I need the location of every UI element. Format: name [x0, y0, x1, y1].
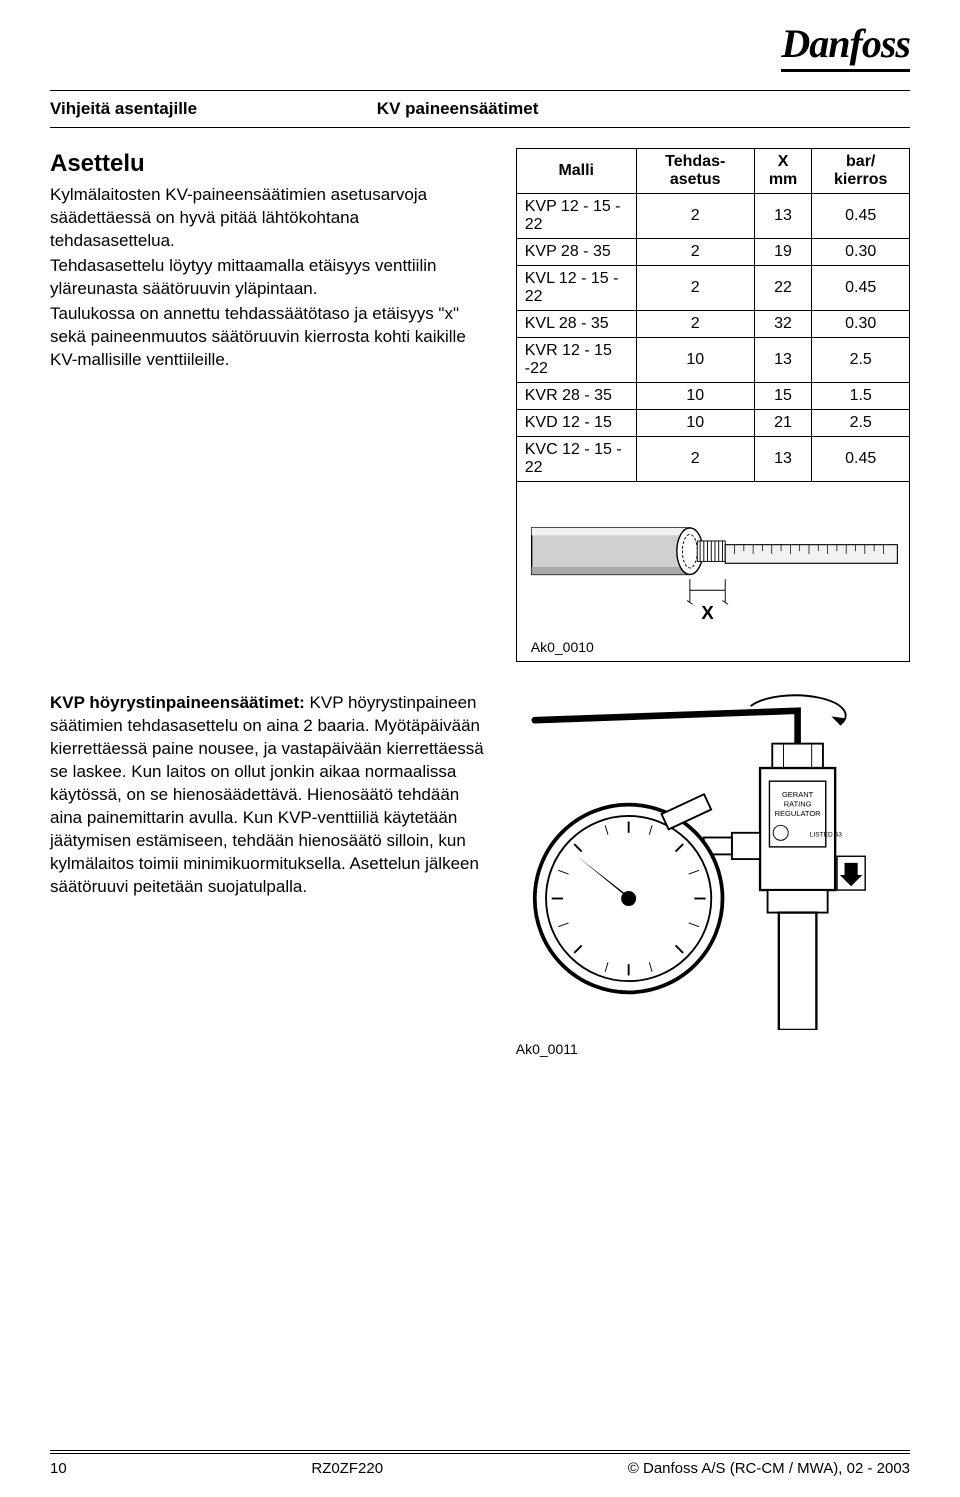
figure-caption: Ak0_0010	[527, 635, 899, 655]
table-header: Tehdas-asetus	[636, 149, 754, 194]
table-cell: 2	[636, 239, 754, 266]
figure-caption: Ak0_0011	[516, 1041, 910, 1057]
table-cell: 2.5	[812, 338, 910, 383]
ruler-diagram: X Ak0_0010	[516, 482, 910, 662]
table-cell: 0.45	[812, 266, 910, 311]
table-cell: 2	[636, 311, 754, 338]
ruler-illustration: X	[527, 500, 899, 630]
table-cell: 2	[636, 437, 754, 482]
page-footer: 10 RZ0ZF220 © Danfoss A/S (RC-CM / MWA),…	[50, 1448, 910, 1477]
brand-logo: Danfoss	[781, 20, 910, 72]
table-cell: KVL 12 - 15 - 22	[516, 266, 636, 311]
svg-text:RATING: RATING	[783, 800, 811, 809]
table-cell: 2	[636, 266, 754, 311]
table-cell: 0.30	[812, 311, 910, 338]
table-cell: 32	[754, 311, 812, 338]
table-cell: 19	[754, 239, 812, 266]
table-cell: 2.5	[812, 410, 910, 437]
table-row: KVL 28 - 352320.30	[516, 311, 909, 338]
table-cell: 10	[636, 383, 754, 410]
table-header: Malli	[516, 149, 636, 194]
paragraph: Tehdasasettelu löytyy mittaamalla etäisy…	[50, 255, 486, 301]
header-divider: Vihjeitä asentajille KV paineensäätimet	[50, 90, 910, 128]
bottom-right-column: GERANT RATING REGULATOR LISTED 53	[516, 692, 910, 1057]
copyright: © Danfoss A/S (RC-CM / MWA), 02 - 2003	[628, 1460, 910, 1477]
left-column: Asettelu Kylmälaitosten KV-paineensäätim…	[50, 148, 486, 662]
table-cell: 0.45	[812, 194, 910, 239]
paragraph: Taulukossa on annettu tehdassäätötaso ja…	[50, 303, 486, 372]
table-cell: 15	[754, 383, 812, 410]
table-cell: KVC 12 - 15 - 22	[516, 437, 636, 482]
table-cell: KVP 28 - 35	[516, 239, 636, 266]
table-cell: KVD 12 - 15	[516, 410, 636, 437]
table-cell: KVR 12 - 15 -22	[516, 338, 636, 383]
settings-table: Malli Tehdas-asetus X mm bar/ kierros KV…	[516, 148, 910, 482]
table-cell: KVL 28 - 35	[516, 311, 636, 338]
table-cell: 10	[636, 338, 754, 383]
svg-text:X: X	[701, 602, 714, 623]
table-cell: KVR 28 - 35	[516, 383, 636, 410]
paragraph: Kylmälaitosten KV-paineensäätimien asetu…	[50, 184, 486, 253]
table-cell: 0.45	[812, 437, 910, 482]
table-cell: KVP 12 - 15 - 22	[516, 194, 636, 239]
subsection-title: KVP höyrystinpaineensäätimet:	[50, 693, 305, 712]
table-cell: 21	[754, 410, 812, 437]
page-number: 10	[50, 1460, 67, 1477]
doc-code: RZ0ZF220	[311, 1460, 383, 1477]
table-cell: 13	[754, 194, 812, 239]
table-cell: 22	[754, 266, 812, 311]
svg-text:LISTED 53: LISTED 53	[810, 832, 842, 839]
right-column: Malli Tehdas-asetus X mm bar/ kierros KV…	[516, 148, 910, 662]
table-row: KVR 12 - 15 -2210132.5	[516, 338, 909, 383]
table-row: KVR 28 - 3510151.5	[516, 383, 909, 410]
table-row: KVL 12 - 15 - 222220.45	[516, 266, 909, 311]
table-header: X mm	[754, 149, 812, 194]
table-cell: 10	[636, 410, 754, 437]
table-cell: 2	[636, 194, 754, 239]
header-left-text: Vihjeitä asentajille	[50, 99, 377, 119]
paragraph: KVP höyrystinpaineen säätimien tehdasase…	[50, 693, 484, 896]
table-row: KVD 12 - 1510212.5	[516, 410, 909, 437]
table-row: KVP 28 - 352190.30	[516, 239, 909, 266]
table-cell: 13	[754, 437, 812, 482]
table-cell: 13	[754, 338, 812, 383]
table-cell: 0.30	[812, 239, 910, 266]
svg-text:REGULATOR: REGULATOR	[774, 809, 821, 818]
header-right-text: KV paineensäätimet	[377, 99, 539, 119]
table-row: KVC 12 - 15 - 222130.45	[516, 437, 909, 482]
table-header: bar/ kierros	[812, 149, 910, 194]
table-row: KVP 12 - 15 - 222130.45	[516, 194, 909, 239]
bottom-left-column: KVP höyrystinpaineensäätimet: KVP höyrys…	[50, 692, 486, 1057]
svg-text:GERANT: GERANT	[782, 790, 814, 799]
section-title: Asettelu	[50, 148, 486, 180]
gauge-illustration: GERANT RATING REGULATOR LISTED 53	[516, 692, 910, 1030]
table-cell: 1.5	[812, 383, 910, 410]
